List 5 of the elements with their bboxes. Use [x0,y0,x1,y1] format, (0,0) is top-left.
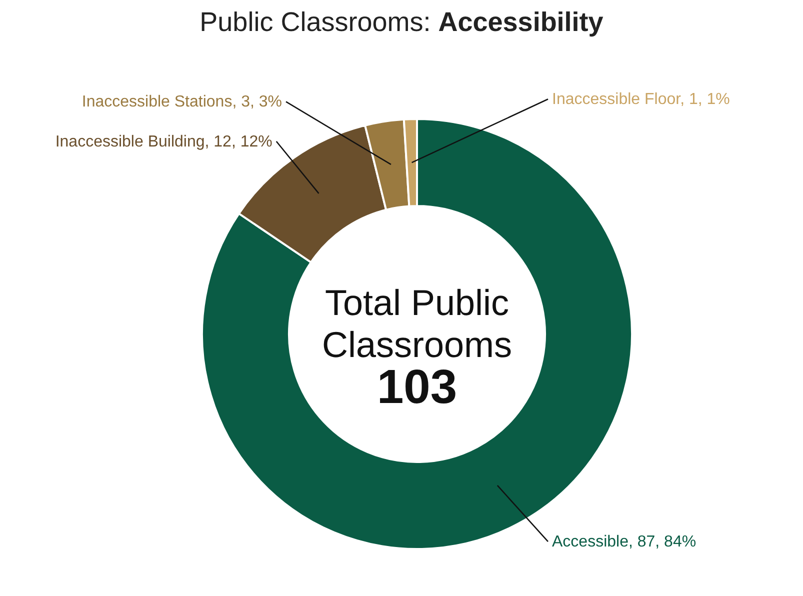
slice-label: Inaccessible Floor, 1, 1% [552,91,730,108]
chart-title: Public Classrooms: Accessibility [200,7,604,37]
slice-label: Accessible, 87, 84% [552,534,696,551]
slice-label: Inaccessible Stations, 3, 3% [82,94,282,111]
slice-label: Inaccessible Building, 12, 12% [55,133,272,150]
